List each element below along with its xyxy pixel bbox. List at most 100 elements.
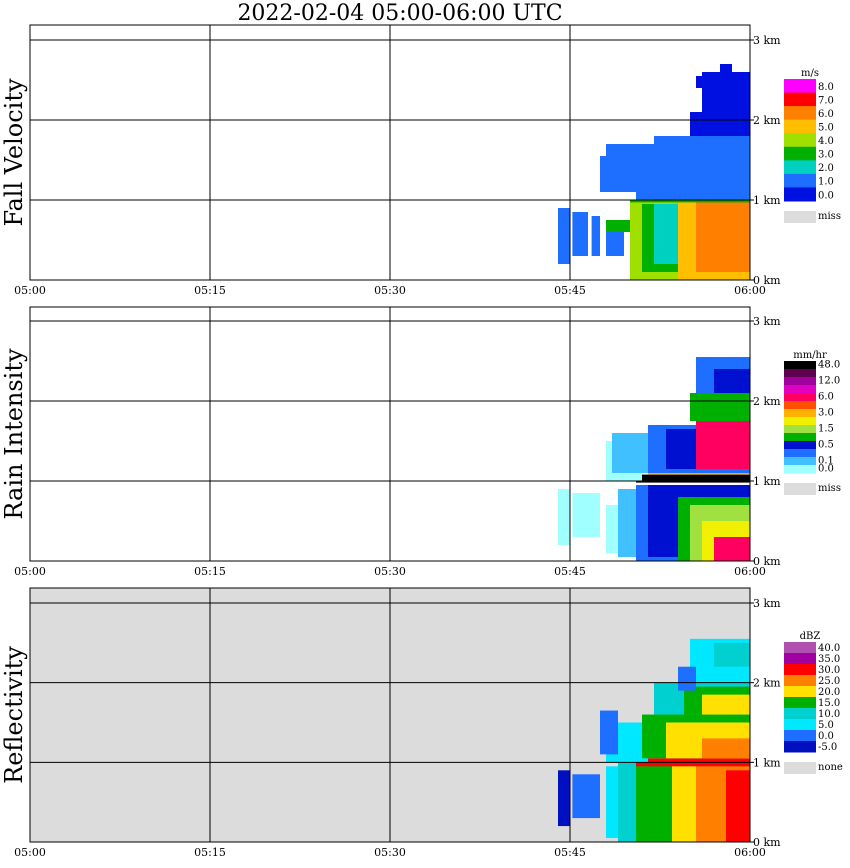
data-cell <box>696 421 750 469</box>
data-cell <box>600 710 618 755</box>
height-tick-label: 3 km <box>753 315 781 328</box>
data-cell <box>720 64 732 88</box>
data-cell <box>702 738 750 759</box>
data-cell <box>558 208 570 264</box>
colorbar-swatch <box>784 417 816 426</box>
time-tick-label: 05:00 <box>14 565 46 578</box>
colorbar-swatch <box>784 719 816 731</box>
colorbar-swatch <box>784 385 816 394</box>
colorbar-swatch <box>784 92 816 107</box>
data-cell <box>726 770 750 842</box>
colorbar-label: 0.5 <box>818 439 834 450</box>
data-cell <box>572 212 588 256</box>
data-cell <box>606 144 654 156</box>
colorbar-label: 8.0 <box>818 82 834 93</box>
height-tick-label: 0 km <box>753 836 781 849</box>
colorbar-swatch <box>784 160 816 175</box>
data-cell <box>714 537 750 561</box>
data-cell <box>558 489 570 545</box>
time-tick-label: 06:00 <box>734 565 766 578</box>
plot-frame <box>29 587 751 843</box>
colorbar-label: 5.0 <box>818 720 834 731</box>
colorbar-label: 0.1 <box>818 455 834 466</box>
colorbar-label: 35.0 <box>818 654 840 665</box>
colorbar-label: 4.0 <box>818 136 834 147</box>
data-cell <box>572 774 600 819</box>
colorbar-label: 7.0 <box>818 95 834 106</box>
colorbar-label: 10.0 <box>818 709 840 720</box>
colorbar-swatch <box>784 741 816 753</box>
height-tick-label: 2 km <box>753 114 781 127</box>
time-tick-label: 05:45 <box>554 284 586 297</box>
data-cell <box>654 136 750 156</box>
colorbar-swatch <box>784 393 816 402</box>
height-tick-label: 2 km <box>753 677 781 690</box>
time-tick-label: 05:45 <box>554 846 586 859</box>
data-cell <box>630 200 750 203</box>
colorbar-unit: dBZ <box>800 631 821 642</box>
time-tick-label: 05:15 <box>194 284 226 297</box>
colorbar-label: 5.0 <box>818 123 834 134</box>
colorbar-swatch <box>784 361 816 370</box>
time-tick-label: 05:15 <box>194 846 226 859</box>
colorbar-label: 2.0 <box>818 163 834 174</box>
data-cell <box>591 216 600 256</box>
colorbar-label: 0.0 <box>818 463 834 474</box>
data-cell <box>636 474 750 483</box>
side-label: Fall Velocity <box>0 78 28 227</box>
colorbar-swatch <box>784 449 816 458</box>
data-cell <box>702 694 750 715</box>
time-tick-label: 05:00 <box>14 284 46 297</box>
data-cell <box>558 770 570 827</box>
data-cell <box>714 642 750 667</box>
colorbar-swatch <box>784 441 816 450</box>
colorbar-label: 1.5 <box>818 423 834 434</box>
colorbar-swatch <box>784 730 816 742</box>
colorbar-swatch <box>784 433 816 442</box>
data-cell <box>696 76 708 88</box>
data-cell <box>636 192 750 200</box>
colorbar-label: 3.0 <box>818 407 834 418</box>
data-cell <box>690 112 750 136</box>
missing-label: miss <box>818 483 841 494</box>
colorbar-swatch <box>784 675 816 687</box>
colorbar-label: 30.0 <box>818 665 840 676</box>
colorbar-label: 12.0 <box>818 375 840 386</box>
height-tick-label: 3 km <box>753 597 781 610</box>
data-cell <box>612 433 648 473</box>
colorbar-swatch <box>784 377 816 386</box>
colorbar-swatch <box>784 664 816 676</box>
plot-frame <box>29 306 751 562</box>
data-cell <box>600 156 750 192</box>
colorbar-swatch <box>784 187 816 202</box>
colorbar-label: 1.0 <box>818 177 834 188</box>
missing-swatch <box>784 211 816 223</box>
colorbar-label: 15.0 <box>818 698 840 709</box>
colorbar-swatch <box>784 119 816 134</box>
time-tick-label: 05:00 <box>14 846 46 859</box>
colorbar-swatch <box>784 79 816 94</box>
plot-frame <box>29 24 751 281</box>
missing-swatch <box>784 483 816 495</box>
colorbar-label: 0.0 <box>818 731 834 742</box>
height-tick-label: 3 km <box>753 34 781 47</box>
data-cell <box>606 220 630 232</box>
height-tick-label: 1 km <box>753 756 781 769</box>
colorbar-swatch <box>784 173 816 188</box>
missing-label: miss <box>818 211 841 222</box>
colorbar-swatch <box>784 146 816 161</box>
time-tick-label: 05:30 <box>374 565 406 578</box>
data-cell <box>678 666 696 691</box>
time-tick-label: 05:30 <box>374 284 406 297</box>
colorbar-label: 40.0 <box>818 643 840 654</box>
data-cell <box>690 393 750 421</box>
height-tick-label: 1 km <box>753 194 781 207</box>
colorbar-label: 20.0 <box>818 687 840 698</box>
rain_intensity-panel: 05:00 05:15 05:30 05:45 06:000 km 1 km 2 km 3 k… <box>0 306 841 578</box>
side-label: Reflectivity <box>0 646 28 784</box>
reflectivity-panel: 05:00 05:15 05:30 05:45 06:000 km 1 km 2 km 3 k… <box>0 587 843 859</box>
colorbar-swatch <box>784 653 816 665</box>
colorbar-label: 6.0 <box>818 109 834 120</box>
colorbar-swatch <box>784 425 816 434</box>
